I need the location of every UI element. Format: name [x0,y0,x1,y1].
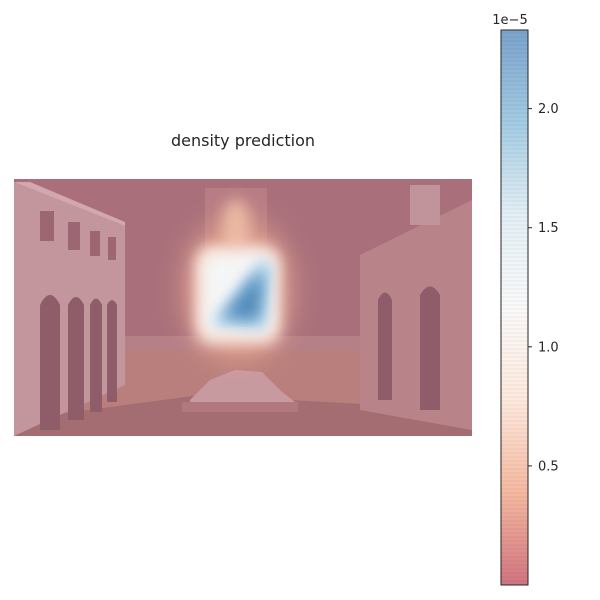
colorbar: 0.5 1.0 1.5 2.0 1e−5 [492,13,559,586]
colorbar-tick-label: 2.0 [538,102,559,117]
colorbar-ticks: 0.5 1.0 1.5 2.0 [528,102,559,474]
scene-arch-1 [40,295,60,430]
scene-arch-4 [107,300,117,402]
chart-title: density prediction [170,131,316,150]
colorbar-offset-label: 1e−5 [492,13,527,28]
colorbar-fill [501,30,528,585]
scene-window-4 [108,237,116,260]
scene-right-arch-1 [378,292,392,400]
density-peak [228,280,260,316]
scene-right-arch-2 [420,286,440,410]
colorbar-tick-label: 0.5 [538,459,559,474]
scene-right-tower [410,185,440,225]
colorbar-tick-label: 1.5 [538,221,559,236]
scene-window-1 [40,211,54,241]
scene-left-building-side [14,182,125,226]
scene-window-3 [90,231,100,256]
scene-arch-3 [90,298,102,412]
scene-arch-2 [68,297,84,420]
density-overlay [183,199,293,362]
density-tower-top [222,199,250,251]
scene-statue-base [182,402,298,412]
colorbar-lines [501,32,528,582]
scene-floor-shadow [14,395,472,436]
scene-window-2 [68,222,80,250]
scene-statue [190,370,295,408]
colorbar-frame [500,29,529,586]
colorbar-tick-label: 1.0 [538,340,559,355]
